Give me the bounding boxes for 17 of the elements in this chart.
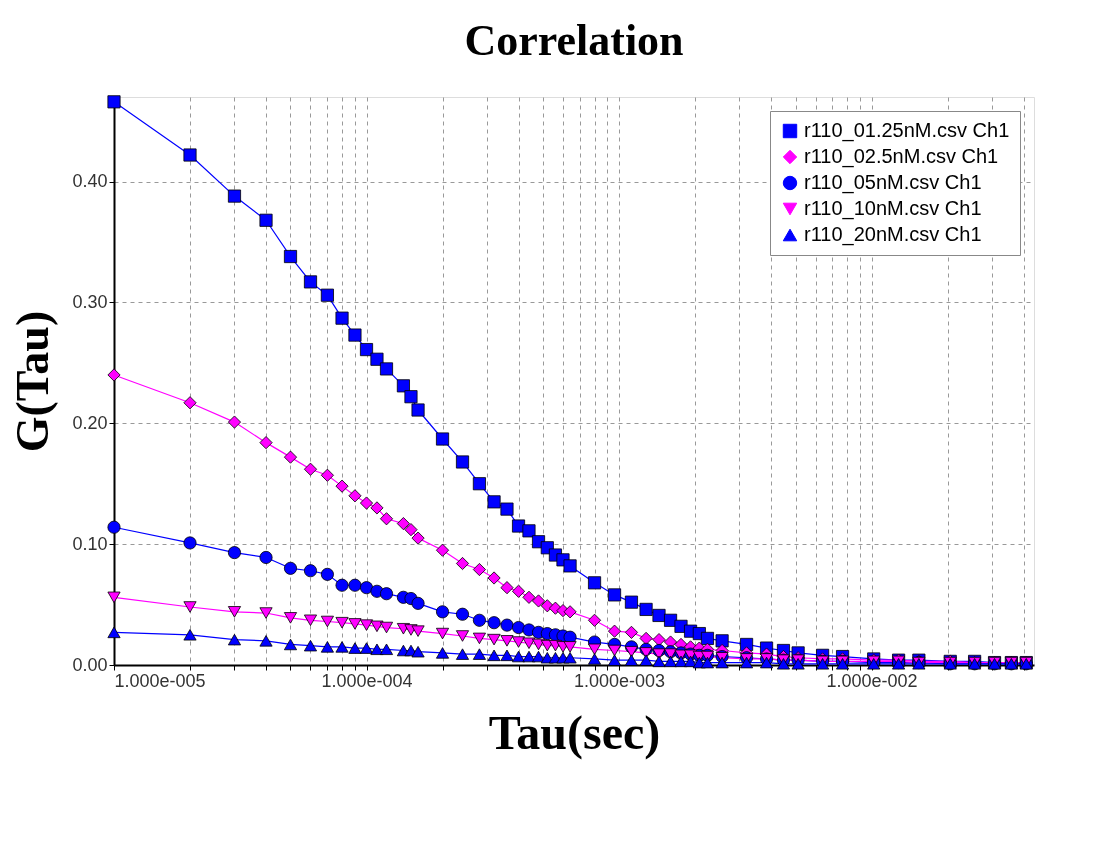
- y-tick-label: 0.30: [72, 291, 108, 312]
- legend-label: r110_05nM.csv Ch1: [804, 171, 982, 194]
- chart-title: Correlation: [464, 16, 684, 66]
- y-tick-label: 0.20: [72, 412, 108, 433]
- legend-label: r110_02.5nM.csv Ch1: [804, 145, 999, 168]
- y-tick-label: 0.10: [72, 533, 108, 554]
- legend-label: r110_10nM.csv Ch1: [804, 197, 982, 220]
- x-tick-label: 1.000e-003: [573, 670, 666, 691]
- y-tick-label: 0.00: [72, 654, 108, 675]
- x-tick-label: 1.000e-002: [826, 670, 918, 691]
- y-tick-label: 0.40: [72, 171, 108, 192]
- x-tick-label: 1.000e-004: [321, 670, 413, 691]
- x-axis-title: Tau(sec): [488, 705, 661, 760]
- y-axis-title: G(Tau): [7, 310, 59, 453]
- legend-label: r110_01.25nM.csv Ch1: [804, 119, 1010, 142]
- legend-label: r110_20nM.csv Ch1: [804, 223, 982, 246]
- x-tick-label: 1.000e-005: [114, 670, 206, 691]
